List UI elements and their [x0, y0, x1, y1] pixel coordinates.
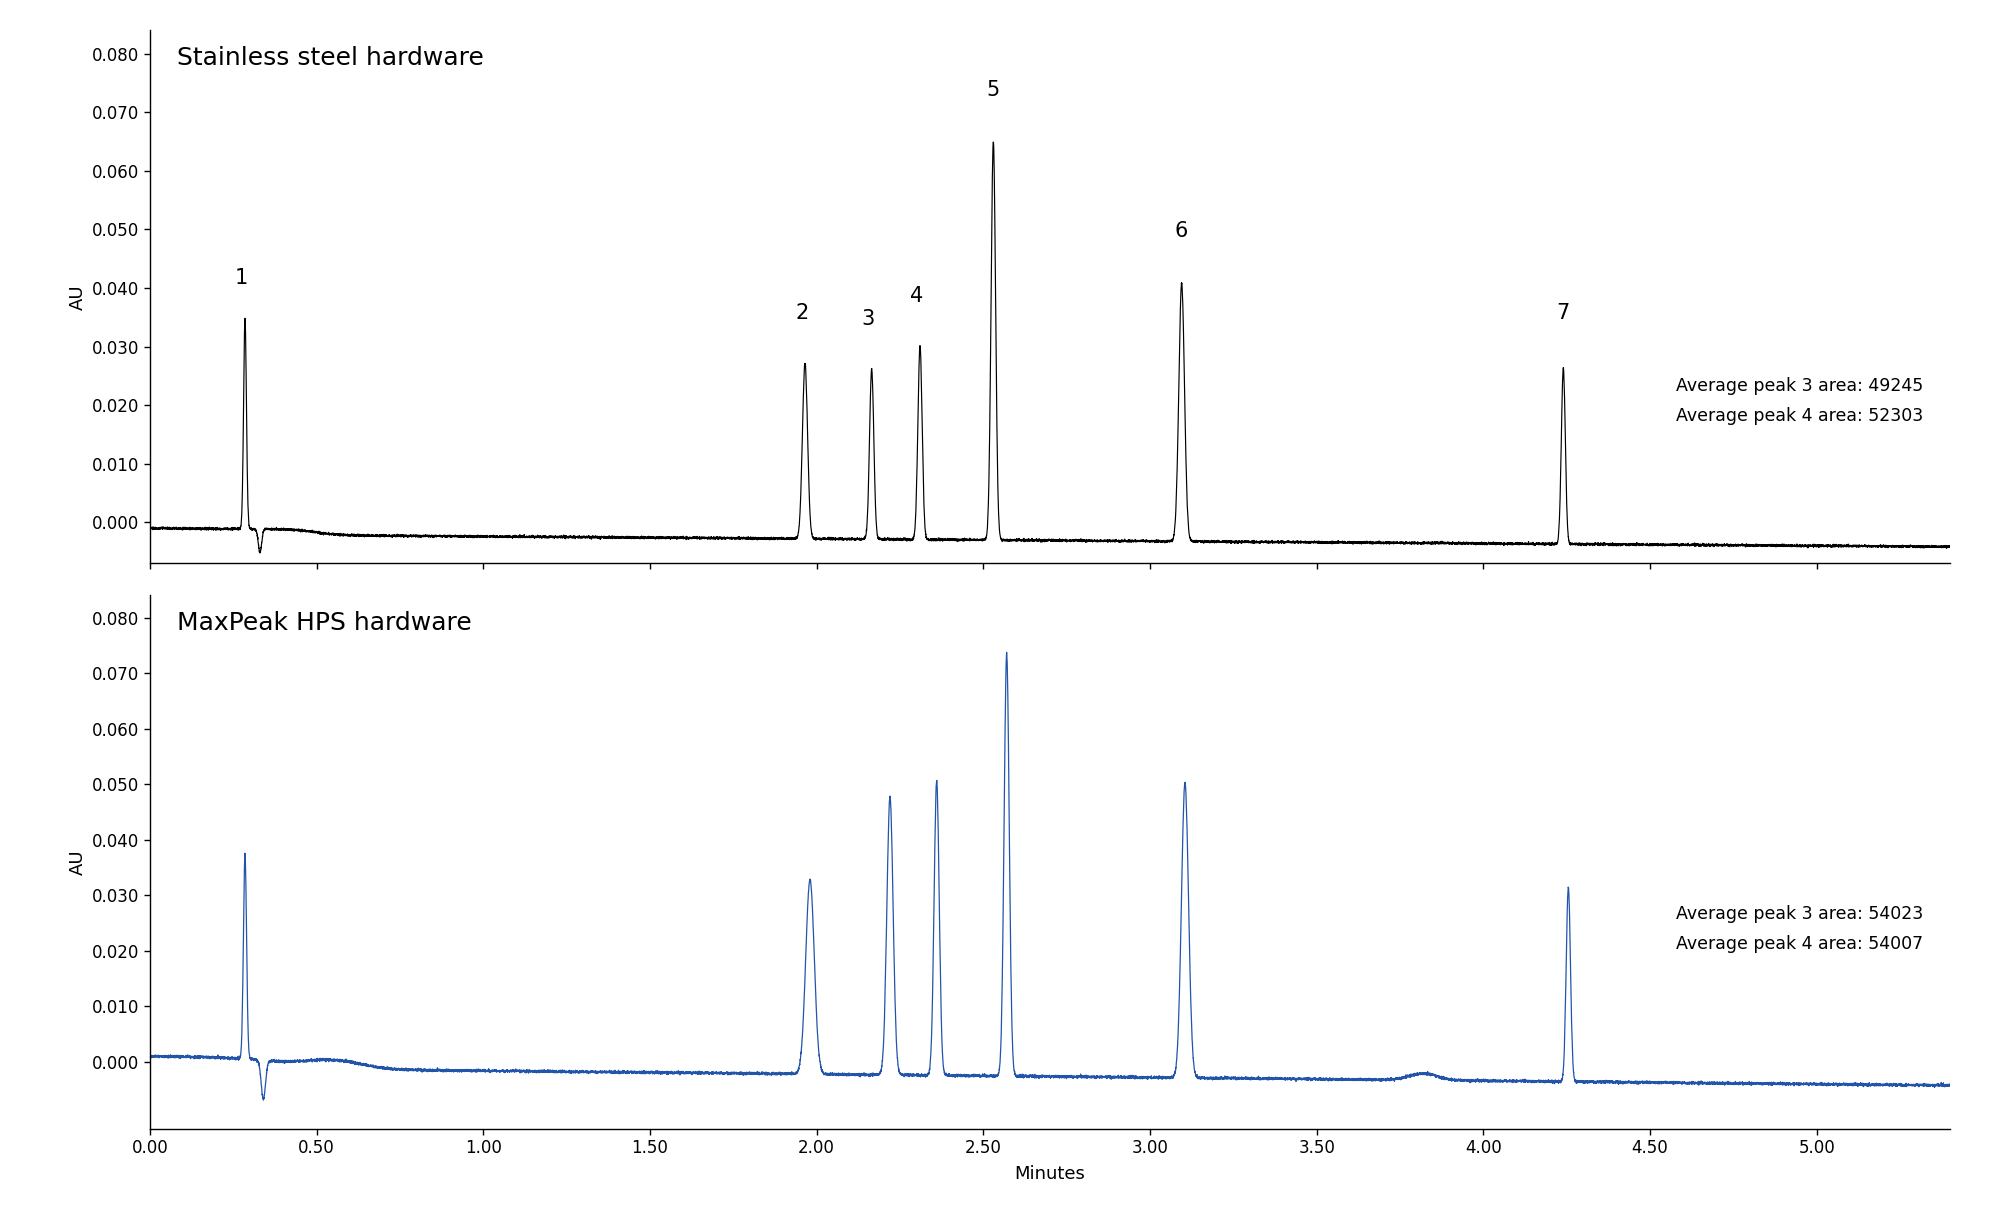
Text: 3: 3 — [862, 309, 874, 330]
Y-axis label: AU: AU — [68, 284, 86, 309]
Text: 6: 6 — [1174, 221, 1188, 241]
Text: 7: 7 — [1556, 303, 1570, 323]
Text: Stainless steel hardware: Stainless steel hardware — [176, 46, 484, 70]
Text: 2: 2 — [796, 303, 808, 323]
Y-axis label: AU: AU — [68, 850, 86, 875]
Text: 5: 5 — [986, 81, 1000, 100]
Text: MaxPeak HPS hardware: MaxPeak HPS hardware — [176, 612, 472, 635]
Text: 1: 1 — [236, 268, 248, 288]
Text: Average peak 3 area: 49245
Average peak 4 area: 52303: Average peak 3 area: 49245 Average peak … — [1676, 377, 1924, 425]
Text: 4: 4 — [910, 286, 924, 305]
X-axis label: Minutes: Minutes — [1014, 1165, 1086, 1183]
Text: Average peak 3 area: 54023
Average peak 4 area: 54007: Average peak 3 area: 54023 Average peak … — [1676, 904, 1924, 954]
